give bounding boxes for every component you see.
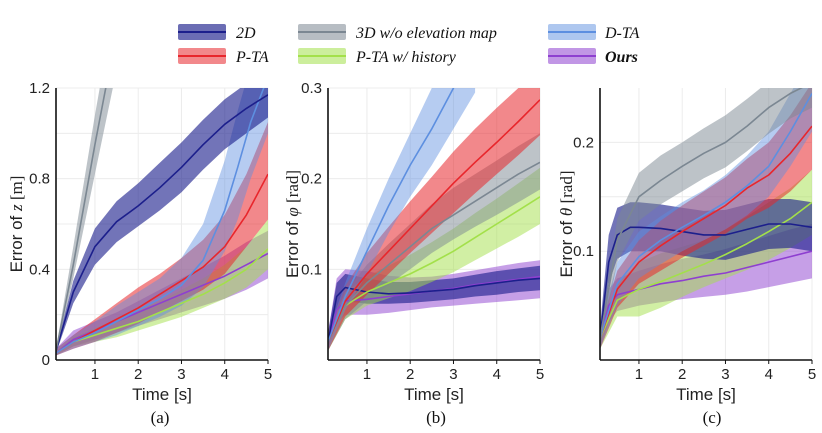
line-pta: [600, 125, 812, 339]
x-tick-label: 2: [678, 366, 686, 383]
band-pta: [56, 122, 268, 356]
y-tick-label: 0.8: [29, 171, 50, 188]
line-3d: [600, 88, 803, 339]
line-ours: [600, 250, 812, 339]
x-tick-label: 1: [363, 366, 371, 383]
line-2d: [56, 94, 268, 352]
line-3d: [56, 88, 107, 352]
plot-area: [600, 88, 812, 350]
line-dta: [56, 88, 265, 354]
plot-area: [56, 88, 268, 356]
line-dta: [600, 93, 812, 339]
panel-b: 1 2 3 4 5 0.1 0.2 0.3 Time [s] Error of φ [rad] (b…: [283, 80, 544, 427]
x-tick-label: 4: [221, 366, 229, 383]
x-tick-label: 2: [134, 366, 142, 383]
x-tick-label: 5: [808, 366, 816, 383]
line-pta: [56, 173, 268, 354]
band-2d: [56, 88, 268, 354]
band-dta: [600, 88, 812, 350]
panel-a: 1 2 3 4 5 0 0.4 0.8 1.2 Time [s] Error of z [m] (a): [7, 80, 272, 427]
legend-entry-ptah: P-TA w/ history: [298, 48, 457, 66]
band-3d: [600, 88, 812, 350]
line-ptah: [56, 248, 268, 354]
legend-label-3d: 3D w/o elevation map: [355, 25, 497, 42]
x-axis-label: Time [s]: [404, 385, 464, 404]
panel-caption: (b): [426, 408, 446, 427]
x-tick-label: 1: [91, 366, 99, 383]
band-pta: [600, 88, 812, 350]
x-axis-label: Time [s]: [676, 385, 736, 404]
x-tick-label: 5: [536, 366, 544, 383]
legend-entry-pta: P-TA: [178, 48, 269, 66]
y-axis-label: Error of z [m]: [7, 176, 26, 273]
legend-label-dta: D-TA: [604, 25, 640, 42]
y-tick-label: 0.2: [301, 171, 322, 188]
line-ptah: [600, 201, 812, 339]
line-dta: [328, 88, 455, 343]
panel-caption: (a): [151, 408, 170, 427]
legend-entry-dta: D-TA: [548, 24, 640, 42]
x-tick-label: 5: [264, 366, 272, 383]
legend-label-2d: 2D: [236, 25, 256, 42]
y-tick-label: 0.3: [301, 80, 322, 97]
x-tick-label: 2: [406, 366, 414, 383]
panel-caption: (c): [703, 408, 722, 427]
band-3d: [56, 88, 113, 354]
x-axis-label: Time [s]: [132, 385, 192, 404]
legend: 2D 3D w/o elevation map D-TA P-TA P-TA w…: [178, 24, 640, 66]
line-pta: [328, 99, 540, 343]
band-dta: [328, 88, 476, 351]
x-tick-label: 3: [177, 366, 185, 383]
x-tick-label: 4: [765, 366, 773, 383]
legend-entry-ours: Ours: [548, 48, 638, 66]
y-tick-label: 0.1: [301, 261, 322, 278]
plot-area: [328, 88, 540, 351]
panel-c: 1 2 3 4 5 0.1 0.2 Time [s] Error of θ [rad] (c): [557, 88, 816, 427]
line-ptah: [328, 196, 540, 343]
legend-entry-2d: 2D: [178, 24, 256, 42]
y-axis-label: Error of θ [rad]: [557, 170, 576, 277]
y-tick-label: 0: [42, 352, 50, 369]
line-3d: [328, 161, 540, 343]
band-3d: [328, 133, 540, 351]
x-tick-label: 3: [449, 366, 457, 383]
legend-label-pta: P-TA: [235, 49, 269, 66]
x-tick-label: 4: [493, 366, 501, 383]
y-axis-label: Error of φ [rad]: [283, 170, 302, 278]
legend-label-ptah: P-TA w/ history: [355, 49, 457, 66]
y-tick-label: 0.4: [29, 261, 50, 278]
y-tick-label: 0.1: [573, 243, 594, 260]
legend-entry-3d: 3D w/o elevation map: [298, 24, 497, 42]
band-pta: [328, 88, 540, 351]
x-tick-label: 1: [635, 366, 643, 383]
y-tick-label: 0.2: [573, 134, 594, 151]
x-tick-label: 3: [721, 366, 729, 383]
legend-label-ours: Ours: [605, 49, 638, 66]
y-tick-label: 1.2: [29, 80, 50, 97]
line-2d: [328, 277, 540, 343]
